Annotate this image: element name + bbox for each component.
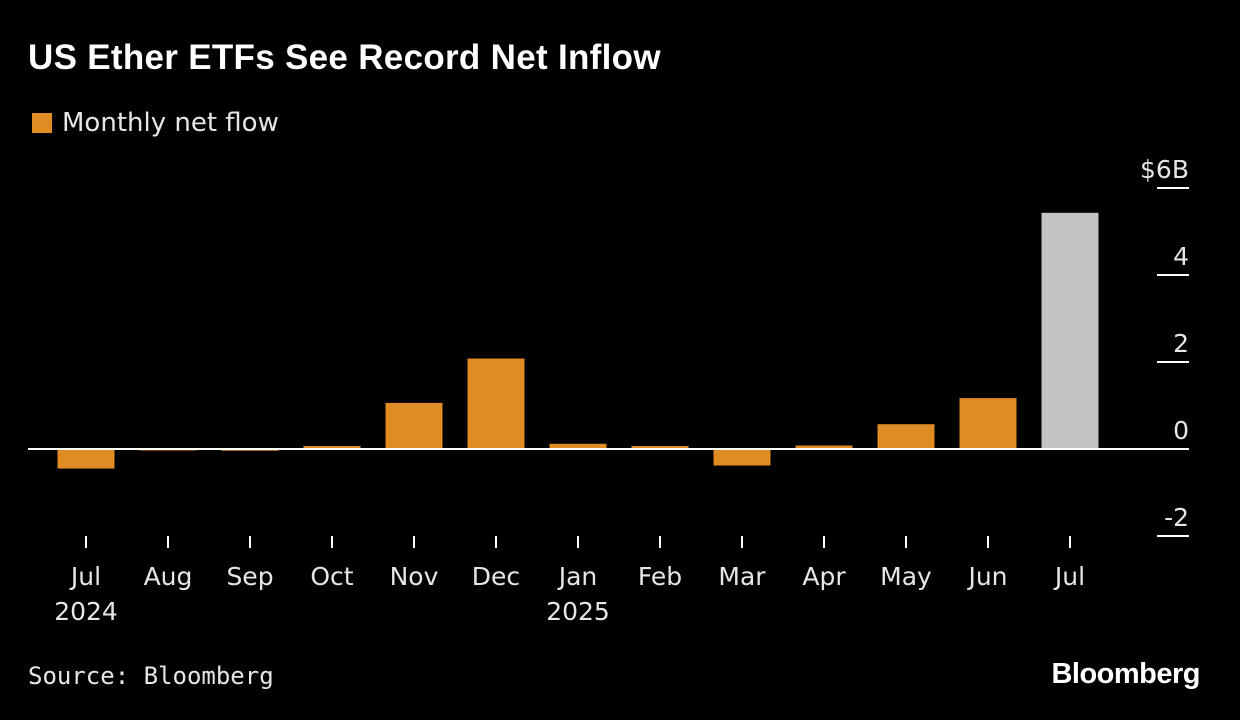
x-year-label-7: 2025	[546, 597, 610, 626]
x-tick-label-12: Jun	[966, 562, 1007, 591]
x-tick-label-2: Aug	[144, 562, 193, 591]
x-tick-label-9: Mar	[718, 562, 766, 591]
x-tick-label-8: Feb	[638, 562, 682, 591]
chart-title: US Ether ETFs See Record Net Inflow	[28, 38, 661, 77]
x-tick-label-3: Sep	[226, 562, 273, 591]
bar-6	[467, 358, 525, 449]
y-tick-label-5: -2	[1164, 503, 1189, 532]
x-tick-label-13: Jul	[1053, 562, 1085, 591]
x-tick-label-5: Nov	[390, 562, 439, 591]
x-year-label-1: 2024	[54, 597, 118, 626]
bar-9	[713, 449, 771, 466]
bloomberg-logo: Bloomberg	[1051, 658, 1200, 690]
bar-5	[385, 402, 443, 449]
bar-13	[1041, 212, 1099, 449]
legend: Monthly net flow	[32, 108, 279, 138]
x-tick-label-6: Dec	[472, 562, 520, 591]
y-tick-label-3: 2	[1173, 329, 1189, 358]
x-tick-label-10: Apr	[802, 562, 846, 591]
y-tick-label-1: $6B	[1140, 155, 1189, 184]
legend-label: Monthly net flow	[62, 108, 279, 138]
legend-swatch	[32, 113, 52, 133]
bar-12	[959, 398, 1017, 449]
bar-7	[549, 443, 607, 449]
x-tick-label-11: May	[880, 562, 932, 591]
bar-4	[303, 445, 361, 449]
x-tick-label-4: Oct	[310, 562, 353, 591]
y-tick-label-2: 4	[1173, 242, 1189, 271]
bar-1	[57, 449, 115, 469]
x-tick-label-1: Jul	[69, 562, 101, 591]
source-note: Source: Bloomberg	[28, 662, 274, 690]
bar-10	[795, 445, 853, 449]
bar-11	[877, 424, 935, 449]
y-tick-label-4: 0	[1173, 416, 1189, 445]
x-tick-label-7: Jan	[557, 562, 598, 591]
bar-8	[631, 445, 689, 449]
